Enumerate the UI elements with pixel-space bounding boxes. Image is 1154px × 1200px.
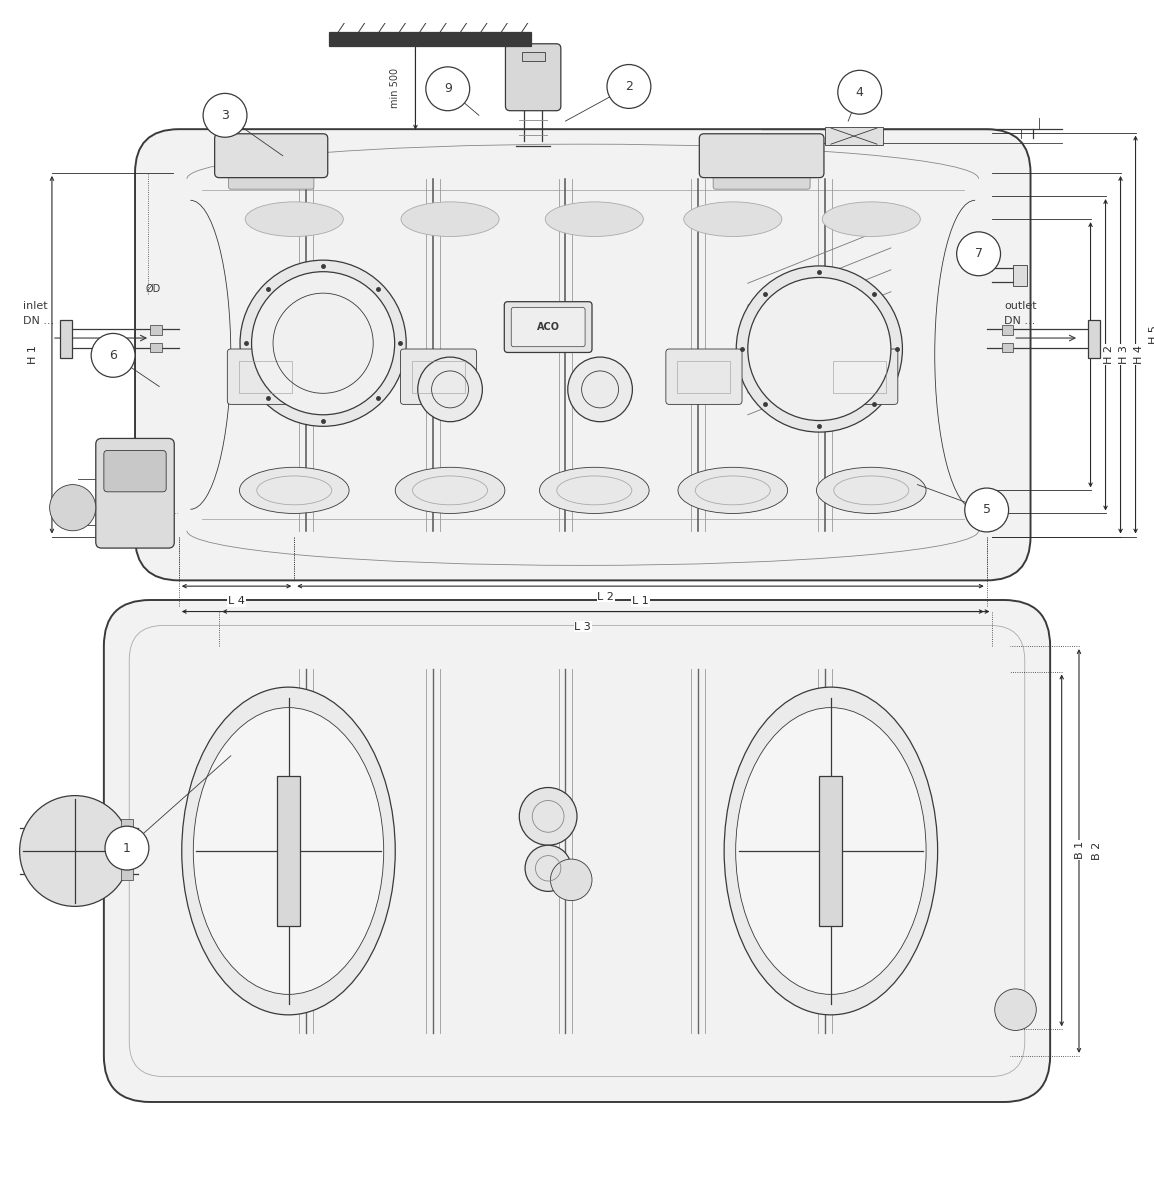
- Circle shape: [748, 277, 891, 420]
- Circle shape: [550, 859, 592, 901]
- FancyBboxPatch shape: [505, 43, 561, 110]
- Ellipse shape: [816, 467, 926, 514]
- Text: B 1: B 1: [1076, 841, 1085, 859]
- Circle shape: [418, 358, 482, 421]
- FancyBboxPatch shape: [227, 349, 304, 404]
- FancyBboxPatch shape: [822, 349, 898, 404]
- Ellipse shape: [736, 708, 926, 995]
- Bar: [677, 360, 730, 392]
- Circle shape: [252, 271, 395, 415]
- Ellipse shape: [822, 202, 920, 236]
- Text: 4: 4: [856, 85, 863, 98]
- Ellipse shape: [546, 202, 644, 236]
- Text: H 3: H 3: [1119, 346, 1129, 365]
- Bar: [150, 325, 162, 335]
- Circle shape: [519, 787, 577, 845]
- FancyBboxPatch shape: [96, 438, 174, 548]
- Text: L 1: L 1: [632, 596, 649, 606]
- Text: H 4: H 4: [1134, 346, 1144, 365]
- Circle shape: [525, 845, 571, 892]
- Ellipse shape: [194, 708, 383, 995]
- Ellipse shape: [395, 467, 504, 514]
- Text: L 3: L 3: [575, 622, 591, 631]
- Circle shape: [995, 989, 1036, 1031]
- Text: outlet: outlet: [1004, 301, 1036, 311]
- Circle shape: [50, 485, 96, 530]
- FancyBboxPatch shape: [228, 166, 314, 190]
- Text: 1: 1: [123, 841, 130, 854]
- Bar: [60, 319, 72, 358]
- Bar: [833, 360, 886, 392]
- Text: inlet: inlet: [23, 301, 47, 311]
- Ellipse shape: [725, 688, 937, 1015]
- FancyBboxPatch shape: [104, 600, 1050, 1102]
- Ellipse shape: [400, 202, 499, 236]
- FancyBboxPatch shape: [215, 133, 328, 178]
- Circle shape: [426, 67, 470, 110]
- Text: B 2: B 2: [1093, 842, 1102, 860]
- FancyBboxPatch shape: [666, 349, 742, 404]
- Bar: [1002, 325, 1013, 335]
- Bar: [329, 32, 531, 46]
- Bar: [121, 818, 133, 834]
- Bar: [1088, 319, 1100, 358]
- Bar: [277, 776, 300, 926]
- Circle shape: [105, 826, 149, 870]
- Circle shape: [203, 94, 247, 137]
- Circle shape: [607, 65, 651, 108]
- Text: H 2: H 2: [1104, 346, 1114, 365]
- Text: 7: 7: [975, 247, 982, 260]
- Text: DN ...: DN ...: [1004, 316, 1035, 325]
- Circle shape: [965, 488, 1009, 532]
- Circle shape: [957, 232, 1001, 276]
- Ellipse shape: [245, 202, 344, 236]
- Text: 3: 3: [222, 109, 228, 122]
- Bar: [412, 360, 465, 392]
- Text: L 2: L 2: [598, 592, 614, 601]
- Text: min 500: min 500: [390, 67, 399, 108]
- Text: L 4: L 4: [228, 596, 245, 606]
- FancyBboxPatch shape: [504, 301, 592, 353]
- Circle shape: [240, 260, 406, 426]
- Circle shape: [736, 266, 902, 432]
- Bar: [522, 52, 545, 61]
- FancyBboxPatch shape: [104, 450, 166, 492]
- Ellipse shape: [239, 467, 349, 514]
- Ellipse shape: [182, 688, 395, 1015]
- Bar: [121, 865, 133, 880]
- Text: ACO: ACO: [537, 322, 560, 332]
- FancyBboxPatch shape: [400, 349, 477, 404]
- Ellipse shape: [683, 202, 781, 236]
- Text: ØD: ØD: [145, 283, 162, 294]
- Ellipse shape: [677, 467, 787, 514]
- Bar: [819, 776, 842, 926]
- Text: H 1: H 1: [29, 346, 38, 365]
- Bar: [150, 343, 162, 352]
- Text: 6: 6: [110, 349, 117, 362]
- FancyBboxPatch shape: [713, 166, 810, 190]
- FancyBboxPatch shape: [135, 130, 1031, 581]
- Bar: [1002, 343, 1013, 352]
- Circle shape: [838, 71, 882, 114]
- Ellipse shape: [540, 467, 649, 514]
- Bar: [825, 127, 883, 145]
- Bar: [1013, 265, 1027, 286]
- Text: 2: 2: [625, 80, 632, 92]
- Bar: [239, 360, 292, 392]
- Circle shape: [20, 796, 130, 906]
- Circle shape: [568, 358, 632, 421]
- Text: 9: 9: [444, 83, 451, 95]
- FancyBboxPatch shape: [511, 307, 585, 347]
- Text: H 5: H 5: [1149, 325, 1154, 344]
- Text: DN ...: DN ...: [23, 316, 54, 325]
- FancyBboxPatch shape: [699, 133, 824, 178]
- Text: 5: 5: [983, 504, 990, 516]
- Circle shape: [91, 334, 135, 377]
